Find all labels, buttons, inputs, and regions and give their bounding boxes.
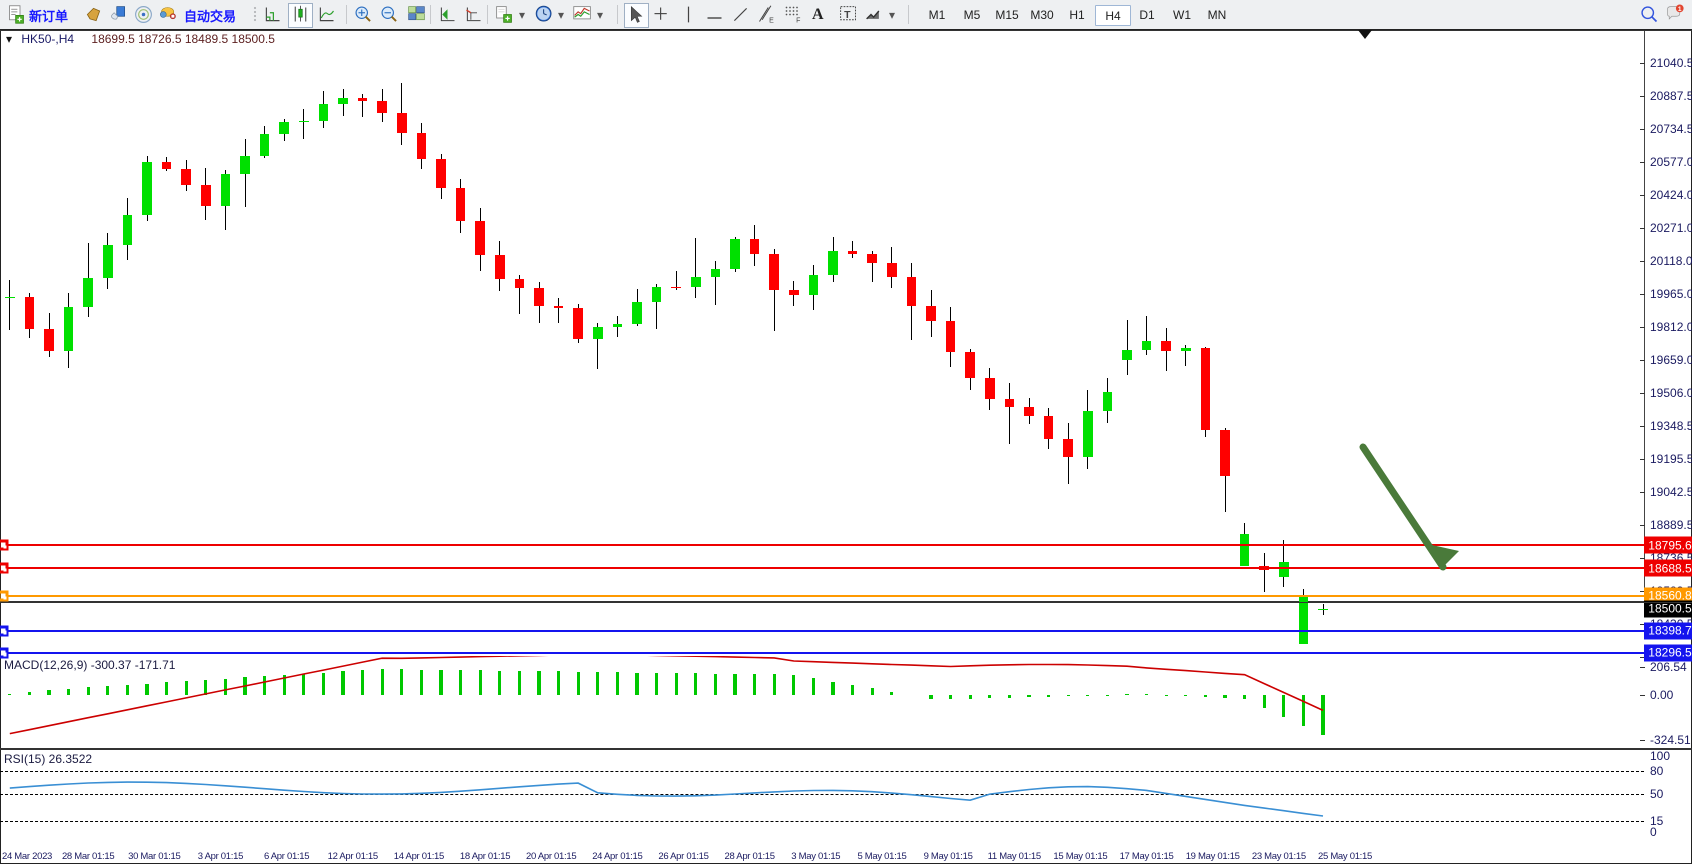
svg-text:1: 1 bbox=[1678, 6, 1682, 13]
svg-text:F: F bbox=[796, 17, 800, 24]
svg-text:E: E bbox=[769, 17, 774, 24]
svg-text:T: T bbox=[844, 9, 851, 21]
